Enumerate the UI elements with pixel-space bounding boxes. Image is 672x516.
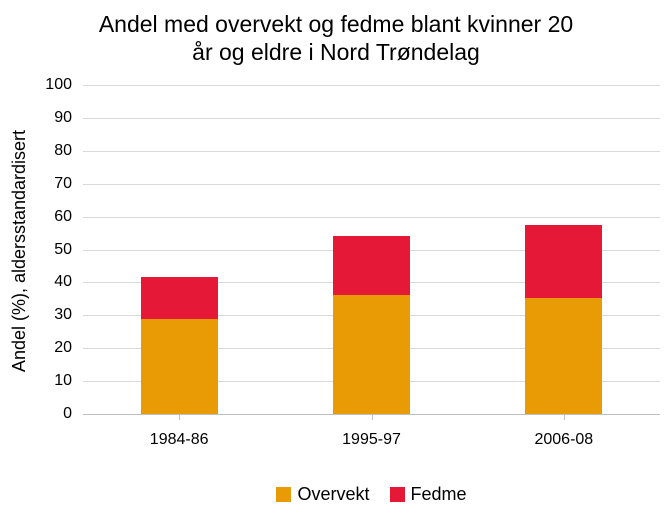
y-tick-label-60: 60: [54, 207, 72, 225]
y-tick-label-100: 100: [45, 76, 72, 93]
plot-area: [83, 85, 660, 420]
bar-segment-overvekt-1984-86: [140, 318, 218, 414]
y-tick-label-90: 90: [54, 108, 72, 126]
bar-segment-overvekt-1995-97: [333, 294, 410, 414]
legend-swatch-overvekt: [276, 486, 292, 502]
y-tick-label-70: 70: [54, 174, 72, 192]
y-tick-label-50: 50: [54, 240, 72, 258]
legend-label-fedme: Fedme: [410, 484, 467, 504]
y-tick-label-30: 30: [54, 306, 72, 324]
gridline-60: [83, 216, 660, 218]
gridline-90: [83, 117, 660, 119]
x-tick-1995-97: [371, 414, 373, 420]
x-category-label-2006-08: 2006-08: [534, 431, 594, 448]
x-category-label-1984-86: 1984-86: [149, 431, 209, 448]
legend: Overvekt Fedme: [83, 485, 660, 503]
legend-label-overvekt: Overvekt: [297, 484, 370, 504]
legend-swatch-fedme: [389, 486, 405, 502]
y-tick-label-10: 10: [54, 372, 72, 390]
bar-segment-fedme-1984-86: [140, 277, 218, 319]
legend-item-fedme: Fedme: [389, 484, 467, 504]
y-tick-label-80: 80: [54, 141, 72, 159]
bar-segment-fedme-1995-97: [333, 236, 410, 295]
gridline-70: [83, 183, 660, 185]
legend-item-overvekt: Overvekt: [276, 484, 370, 504]
chart-title-line1: Andel med overvekt og fedme blant kvinne…: [98, 11, 574, 37]
x-category-label-1995-97: 1995-97: [342, 431, 401, 448]
chart-title: Andel med overvekt og fedme blant kvinne…: [0, 10, 672, 66]
gridline-80: [83, 150, 660, 152]
x-tick-2006-08: [563, 414, 565, 420]
y-tick-label-40: 40: [54, 273, 72, 291]
y-tick-label-20: 20: [54, 339, 72, 357]
x-tick-1984-86: [179, 414, 181, 420]
bar-segment-fedme-2006-08: [525, 225, 603, 298]
bar-segment-overvekt-2006-08: [525, 297, 603, 414]
gridline-100: [83, 85, 660, 86]
y-tick-label-0: 0: [63, 405, 72, 422]
chart-title-line2: år og eldre i Nord Trøndelag: [192, 39, 480, 65]
